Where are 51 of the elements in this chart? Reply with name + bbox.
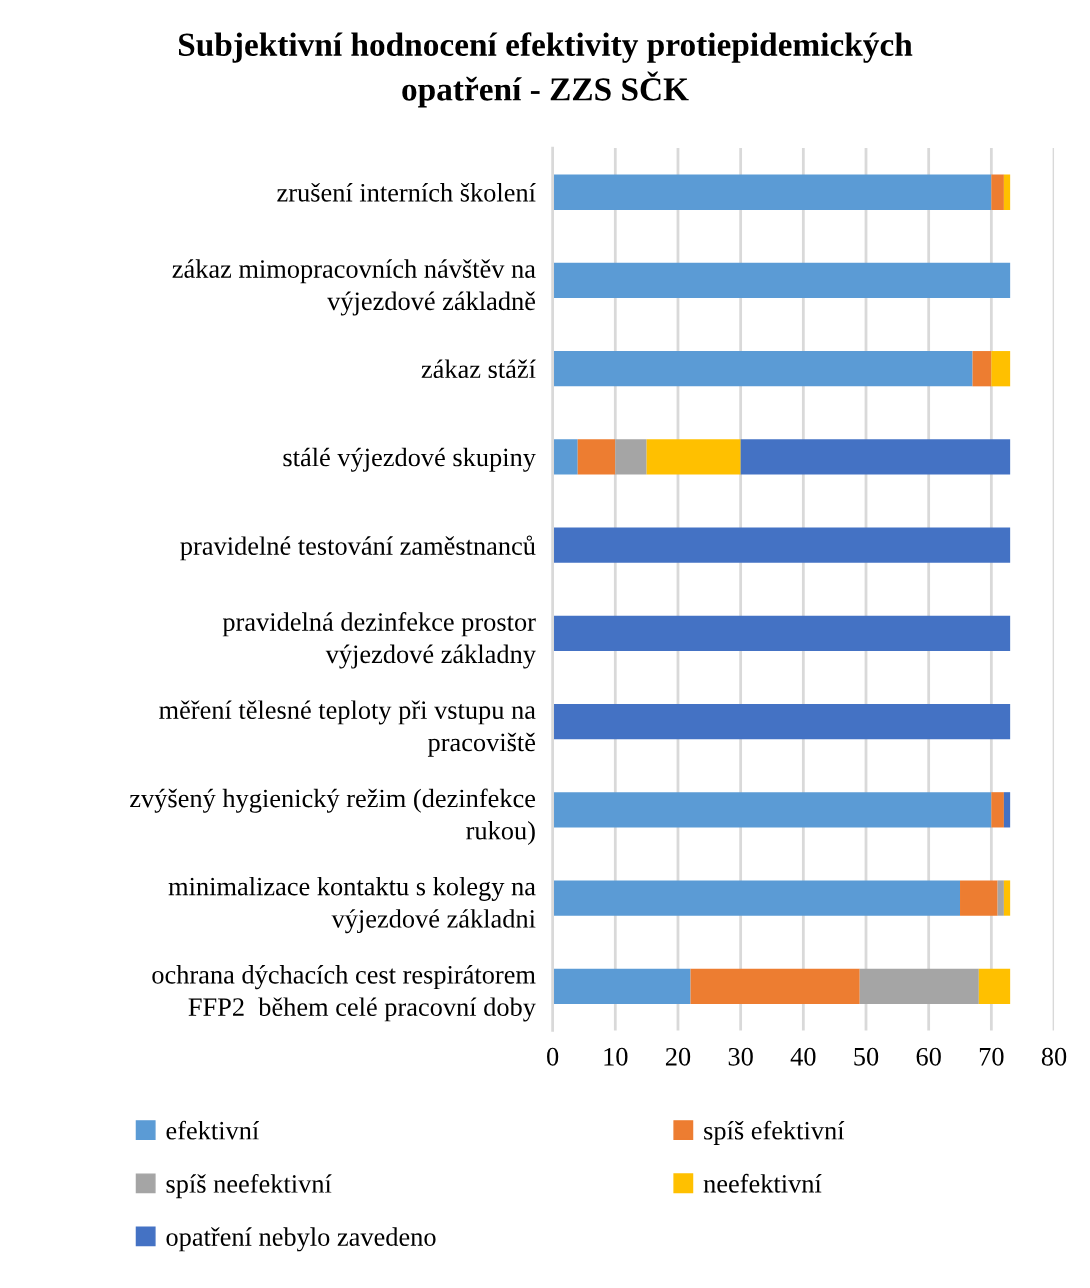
x-tick-label: 70: [979, 1047, 1004, 1066]
bar: [1003, 174, 1011, 210]
x-tick-label: 10: [604, 1047, 628, 1066]
legend-label: spíš efektivní: [704, 1120, 845, 1145]
bar: [1003, 792, 1011, 828]
y-tick-label: pravidelná dezinfekce prostor výjezdové základny: [222, 612, 536, 669]
bar: [577, 439, 616, 475]
y-tick-label: zákaz stáží: [421, 359, 536, 379]
bar: [552, 968, 691, 1004]
bar: [552, 174, 992, 210]
bar: [552, 792, 992, 828]
y-tick-label: zákaz mimopracovních návštěv na výjezdové základně: [172, 259, 536, 316]
bar: [978, 968, 1011, 1004]
x-tick-label: 0: [547, 1047, 559, 1066]
bar: [552, 880, 961, 916]
bar: [740, 439, 1011, 475]
x-tick-label: 50: [854, 1047, 879, 1066]
x-tick-label: 40: [790, 1047, 816, 1066]
bar: [991, 351, 1011, 387]
bar: [997, 880, 1004, 916]
chart-title: Subjektivní hodnocení efektivity protiepidemických opatření - ZZS SČK: [179, 32, 913, 108]
bar: [972, 351, 992, 387]
y-tick-label: zvýšený hygienický režim (dezinfekce rukou): [130, 788, 536, 845]
y-tick-label: měření tělesné teploty při vstupu na pracoviště: [159, 700, 536, 757]
x-tick-label: 80: [1041, 1047, 1067, 1066]
bar: [690, 968, 860, 1004]
bar: [552, 439, 578, 475]
x-tick-label: 30: [728, 1047, 753, 1066]
bar: [552, 703, 1011, 740]
x-tick-label: 20: [665, 1047, 691, 1066]
legend-label: efektivní: [166, 1120, 259, 1140]
bar: [1003, 880, 1011, 916]
x-tick-label: 60: [916, 1047, 941, 1066]
legend-label: neefektivní: [703, 1173, 822, 1193]
y-tick-label: pravidelné testování zaměstnanců: [180, 535, 536, 561]
y-tick-label: minimalizace kontaktu s kolegy na výjezdové základni: [168, 876, 536, 934]
bar: [646, 439, 741, 475]
legend-label: spíš neefektivní: [166, 1173, 332, 1199]
bar: [552, 527, 1011, 563]
bar: [552, 351, 973, 387]
y-tick-label: stálé výjezdové skupiny: [283, 447, 536, 472]
bar: [991, 174, 1004, 210]
bar: [552, 615, 1011, 652]
y-tick-label: ochrana dýchacích cest respirátorem FFP2 během celé pracovní doby: [152, 965, 536, 1022]
y-tick-label: zrušení interních školení: [277, 183, 536, 202]
bar: [615, 439, 647, 475]
bar: [859, 968, 979, 1004]
bar: [991, 792, 1004, 828]
bar: [552, 262, 1011, 299]
bar: [960, 880, 998, 916]
legend-label: opatření nebylo zavedeno: [166, 1227, 436, 1252]
